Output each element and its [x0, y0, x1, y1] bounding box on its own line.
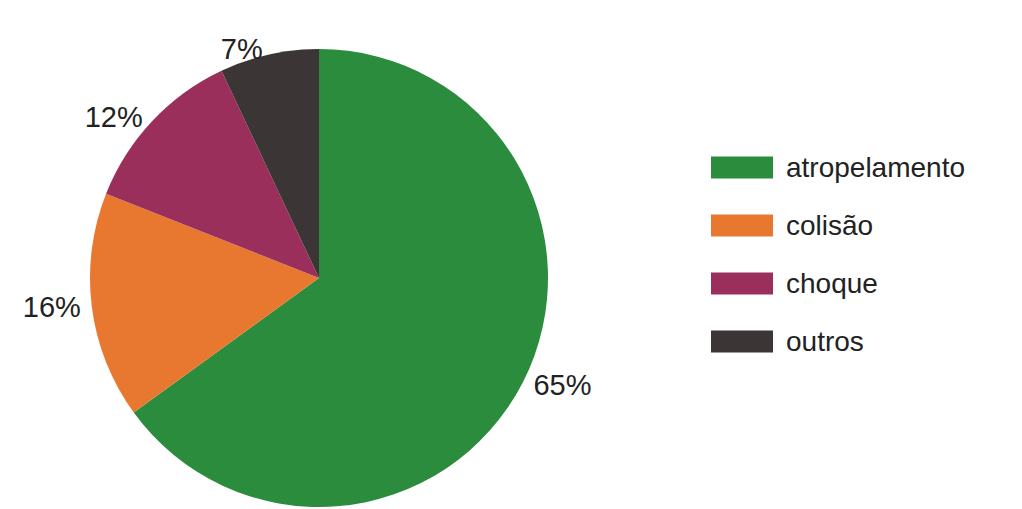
- svg-text:outros: outros: [786, 326, 864, 357]
- svg-text:colisão: colisão: [786, 210, 873, 241]
- svg-text:12%: 12%: [85, 101, 143, 133]
- svg-text:choque: choque: [786, 268, 878, 299]
- svg-text:65%: 65%: [533, 369, 591, 401]
- svg-text:atropelamento: atropelamento: [786, 152, 965, 183]
- svg-text:16%: 16%: [23, 291, 81, 323]
- svg-text:7%: 7%: [221, 33, 263, 65]
